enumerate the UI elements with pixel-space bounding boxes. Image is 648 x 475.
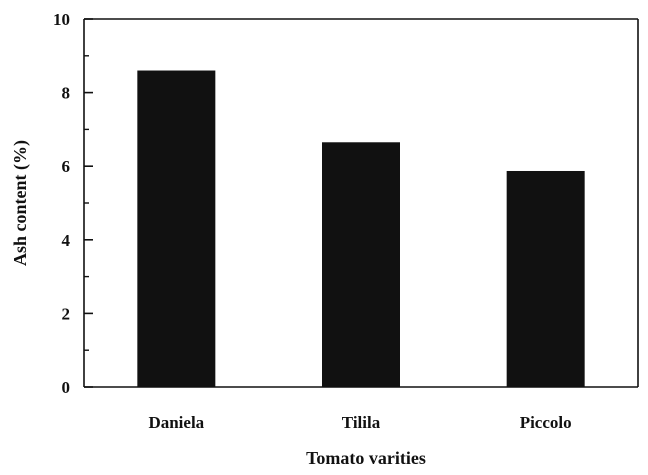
y-tick-label: 4: [62, 231, 71, 250]
x-tick-label-piccolo: Piccolo: [520, 413, 572, 432]
y-tick-label: 8: [62, 84, 71, 103]
y-ticks-group: 0 2 4 6 8 10: [53, 10, 93, 397]
x-tick-label-tilila: Tilila: [342, 413, 381, 432]
y-axis-title: Ash content (%): [10, 140, 31, 266]
bar-daniela: [137, 70, 216, 388]
y-tick-label: 10: [53, 10, 70, 29]
x-ticks-group: Daniela Tilila Piccolo: [148, 413, 571, 432]
x-axis-title: Tomato varities: [306, 448, 426, 468]
bar-tilila: [322, 142, 400, 387]
bars-group: [137, 70, 585, 388]
y-tick-label: 2: [62, 304, 71, 323]
bar-piccolo: [506, 170, 585, 387]
y-tick-label: 6: [62, 157, 71, 176]
y-tick-label: 0: [62, 378, 71, 397]
x-tick-label-daniela: Daniela: [148, 413, 204, 432]
